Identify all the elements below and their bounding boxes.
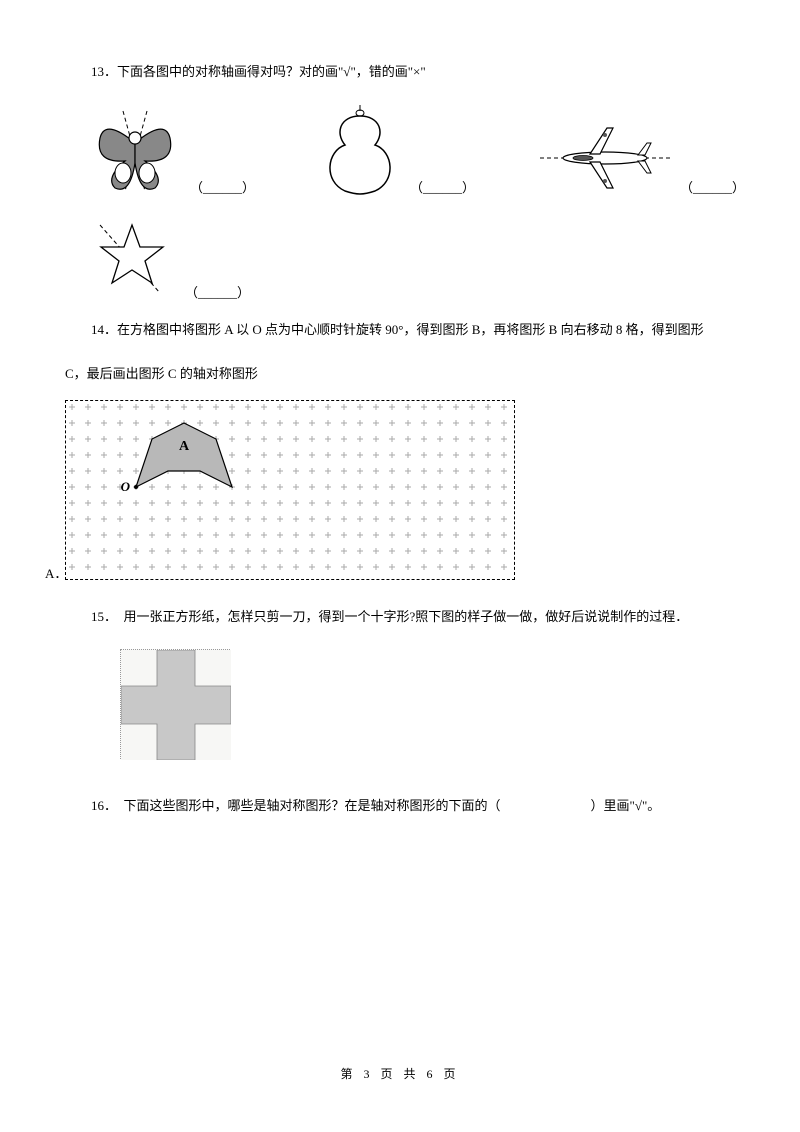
figure-star — [85, 213, 180, 303]
question-14-text: 14．在方格图中将图形 A 以 O 点为中心顺时针旋转 90°，得到图形 B，再… — [65, 318, 735, 341]
q14-number: 14 — [91, 322, 104, 337]
grid-svg: AO — [66, 401, 516, 581]
page-footer: 第 3 页 共 6 页 — [0, 1065, 800, 1082]
q16-body-prefix: ． 下面这些图形中，哪些是轴对称图形？在是轴对称图形的下面的（ — [104, 798, 501, 813]
q14-body-line1: ．在方格图中将图形 A 以 O 点为中心顺时针旋转 90°，得到图形 B，再将图… — [104, 322, 704, 337]
svg-text:A: A — [179, 439, 190, 454]
question-15-text: 15． 用一张正方形纸，怎样只剪一刀，得到一个十字形?照下图的样子做一做，做好后… — [65, 605, 735, 628]
blank-4: （______） — [185, 282, 250, 301]
q14-body-line2: C，最后画出图形 C 的轴对称图形 — [65, 362, 735, 385]
figure-airplane — [535, 118, 675, 198]
q16-body-suffix: ）里画"√"。 — [591, 798, 661, 813]
blank-2: （______） — [410, 177, 475, 196]
blank-3: （______） — [680, 177, 745, 196]
q13-figures-row-2: （______） — [85, 213, 735, 303]
q13-body: ．下面各图中的对称轴画得对吗？对的画"√"，错的画"×" — [104, 64, 426, 79]
svg-text:O: O — [121, 479, 131, 494]
question-16-text: 16． 下面这些图形中，哪些是轴对称图形？在是轴对称图形的下面的（ ）里画"√"。 — [65, 794, 735, 817]
cross-figure — [120, 649, 230, 759]
grid-wrapper: AO A． — [65, 400, 735, 580]
figure-wrap-scissors: （______） — [85, 103, 255, 198]
q15-body: ． 用一张正方形纸，怎样只剪一刀，得到一个十字形?照下图的样子做一做，做好后说说… — [104, 609, 688, 624]
figure-wrap-star: （______） — [85, 213, 250, 303]
grid-container: AO — [65, 400, 515, 580]
blank-1: （______） — [190, 177, 255, 196]
figure-wrap-airplane: （______） — [535, 118, 745, 198]
question-13-text: 13．下面各图中的对称轴画得对吗？对的画"√"，错的画"×" — [65, 60, 735, 83]
figure-wrap-gourd: （______） — [315, 103, 475, 198]
cross-svg — [121, 650, 231, 760]
figure-gourd — [315, 103, 405, 198]
q13-number: 13 — [91, 64, 104, 79]
grid-outer-label-a: A． — [45, 563, 67, 582]
figure-scissors — [85, 103, 185, 198]
q15-number: 15 — [91, 609, 104, 624]
q16-number: 16 — [91, 798, 104, 813]
q13-figures-row-1: （______） （______） — [85, 103, 735, 198]
